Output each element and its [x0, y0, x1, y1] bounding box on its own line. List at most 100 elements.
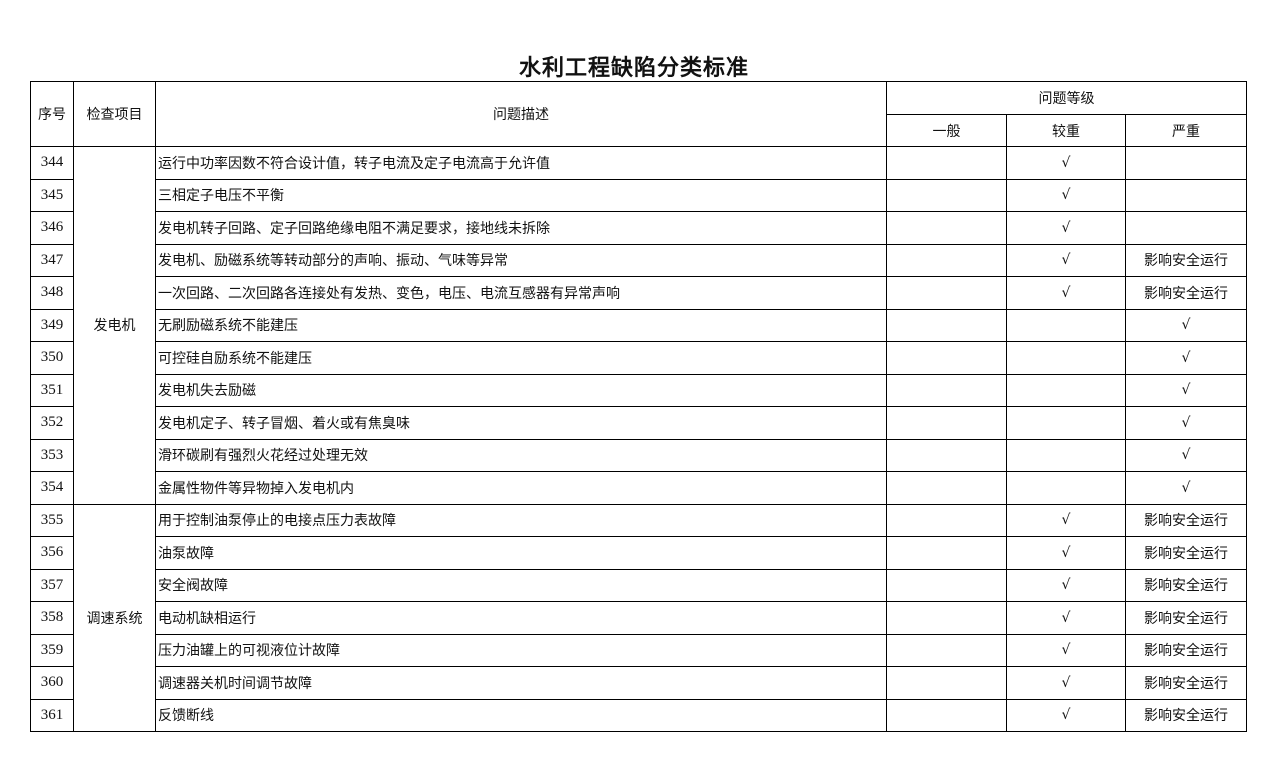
row-number: 353 [30, 438, 74, 472]
level-general [886, 146, 1007, 180]
level-major: √ [1006, 536, 1126, 570]
level-severe: 影响安全运行 [1125, 536, 1247, 570]
level-general [886, 211, 1007, 245]
level-major: √ [1006, 568, 1126, 602]
row-number: 351 [30, 373, 74, 407]
level-major: √ [1006, 178, 1126, 212]
problem-description: 压力油罐上的可视液位计故障 [155, 633, 887, 667]
level-major: √ [1006, 211, 1126, 245]
page-title: 水利工程缺陷分类标准 [518, 56, 749, 81]
level-general [886, 471, 1007, 505]
table-row: 357 安全阀故障 √ 影响安全运行 [30, 568, 1247, 602]
level-general [886, 373, 1007, 407]
row-number: 347 [30, 243, 74, 277]
problem-description: 发电机转子回路、定子回路绝缘电阻不满足要求，接地线未拆除 [155, 211, 887, 245]
level-general [886, 406, 1007, 440]
level-severe: 影响安全运行 [1125, 503, 1247, 537]
level-severe: 影响安全运行 [1125, 568, 1247, 602]
header-general: 一般 [886, 114, 1007, 147]
problem-description: 运行中功率因数不符合设计值，转子电流及定子电流高于允许值 [155, 146, 887, 180]
level-major [1006, 471, 1126, 505]
table-row: 349 无刷励磁系统不能建压 √ [30, 308, 1247, 342]
table-row: 347 发电机、励磁系统等转动部分的声响、振动、气味等异常 √ 影响安全运行 [30, 243, 1247, 277]
level-major: √ [1006, 276, 1126, 310]
table-row: 358 电动机缺相运行 √ 影响安全运行 [30, 601, 1247, 635]
level-general [886, 308, 1007, 342]
level-general [886, 698, 1007, 732]
header-level: 问题等级 [886, 81, 1247, 115]
row-number: 350 [30, 341, 74, 375]
problem-description: 金属性物件等异物掉入发电机内 [155, 471, 887, 505]
level-major: √ [1006, 698, 1126, 732]
problem-description: 发电机、励磁系统等转动部分的声响、振动、气味等异常 [155, 243, 887, 277]
level-severe: 影响安全运行 [1125, 243, 1247, 277]
level-general [886, 178, 1007, 212]
header-index: 序号 [30, 81, 74, 147]
problem-description: 用于控制油泵停止的电接点压力表故障 [155, 503, 887, 537]
problem-description: 滑环碳刷有强烈火花经过处理无效 [155, 438, 887, 472]
level-major: √ [1006, 503, 1126, 537]
inspection-item: 调速系统 [73, 503, 156, 732]
level-general [886, 243, 1007, 277]
inspection-item: 发电机 [73, 146, 156, 505]
header-major: 较重 [1006, 114, 1126, 147]
table-row: 353 滑环碳刷有强烈火花经过处理无效 √ [30, 438, 1247, 472]
level-severe: √ [1125, 406, 1247, 440]
problem-description: 无刷励磁系统不能建压 [155, 308, 887, 342]
level-severe [1125, 146, 1247, 180]
level-general [886, 601, 1007, 635]
defect-table: 序号 检查项目 问题描述 问题等级 一般 较重 严重 344 发电机 运行中功率因数… [30, 81, 1247, 732]
level-major [1006, 406, 1126, 440]
level-major: √ [1006, 243, 1126, 277]
problem-description: 三相定子电压不平衡 [155, 178, 887, 212]
level-general [886, 341, 1007, 375]
header-description: 问题描述 [155, 81, 887, 147]
level-general [886, 536, 1007, 570]
problem-description: 电动机缺相运行 [155, 601, 887, 635]
table-row: 344 发电机 运行中功率因数不符合设计值，转子电流及定子电流高于允许值 √ [30, 146, 1247, 505]
row-number: 361 [30, 698, 74, 732]
row-number: 345 [30, 178, 74, 212]
level-general [886, 568, 1007, 602]
row-number: 355 [30, 503, 74, 537]
table-row: 361 反馈断线 √ 影响安全运行 [30, 698, 1247, 732]
row-number: 348 [30, 276, 74, 310]
table-row: 351 发电机失去励磁 √ [30, 373, 1247, 407]
level-general [886, 503, 1007, 537]
row-number: 349 [30, 308, 74, 342]
problem-description: 反馈断线 [155, 698, 887, 732]
level-general [886, 633, 1007, 667]
table-row: 348 一次回路、二次回路各连接处有发热、变色，电压、电流互感器有异常声响 √ 影响安… [30, 276, 1247, 310]
level-severe: √ [1125, 471, 1247, 505]
level-severe: 影响安全运行 [1125, 633, 1247, 667]
row-number: 344 [30, 146, 74, 180]
level-general [886, 276, 1007, 310]
row-number: 356 [30, 536, 74, 570]
table-row: 346 发电机转子回路、定子回路绝缘电阻不满足要求，接地线未拆除 √ [30, 211, 1247, 245]
level-general [886, 666, 1007, 700]
level-severe: √ [1125, 308, 1247, 342]
level-major: √ [1006, 666, 1126, 700]
table-row: 354 金属性物件等异物掉入发电机内 √ [30, 471, 1247, 505]
table-row: 350 可控硅自励系统不能建压 √ [30, 341, 1247, 375]
level-general [886, 438, 1007, 472]
row-number: 346 [30, 211, 74, 245]
table-row: 355 调速系统 用于控制油泵停止的电接点压力表故障 √ 影响安全运行 [30, 503, 1247, 732]
level-major [1006, 373, 1126, 407]
table-row: 356 油泵故障 √ 影响安全运行 [30, 536, 1247, 570]
level-severe: 影响安全运行 [1125, 666, 1247, 700]
level-severe: 影响安全运行 [1125, 601, 1247, 635]
table-row: 352 发电机定子、转子冒烟、着火或有焦臭味 √ [30, 406, 1247, 440]
problem-description: 安全阀故障 [155, 568, 887, 602]
level-severe [1125, 211, 1247, 245]
row-number: 359 [30, 633, 74, 667]
level-major: √ [1006, 601, 1126, 635]
level-major: √ [1006, 633, 1126, 667]
level-severe: 影响安全运行 [1125, 698, 1247, 732]
row-number: 357 [30, 568, 74, 602]
problem-description: 可控硅自励系统不能建压 [155, 341, 887, 375]
problem-description: 调速器关机时间调节故障 [155, 666, 887, 700]
level-major [1006, 438, 1126, 472]
table-row: 345 三相定子电压不平衡 √ [30, 178, 1247, 212]
level-severe: √ [1125, 373, 1247, 407]
